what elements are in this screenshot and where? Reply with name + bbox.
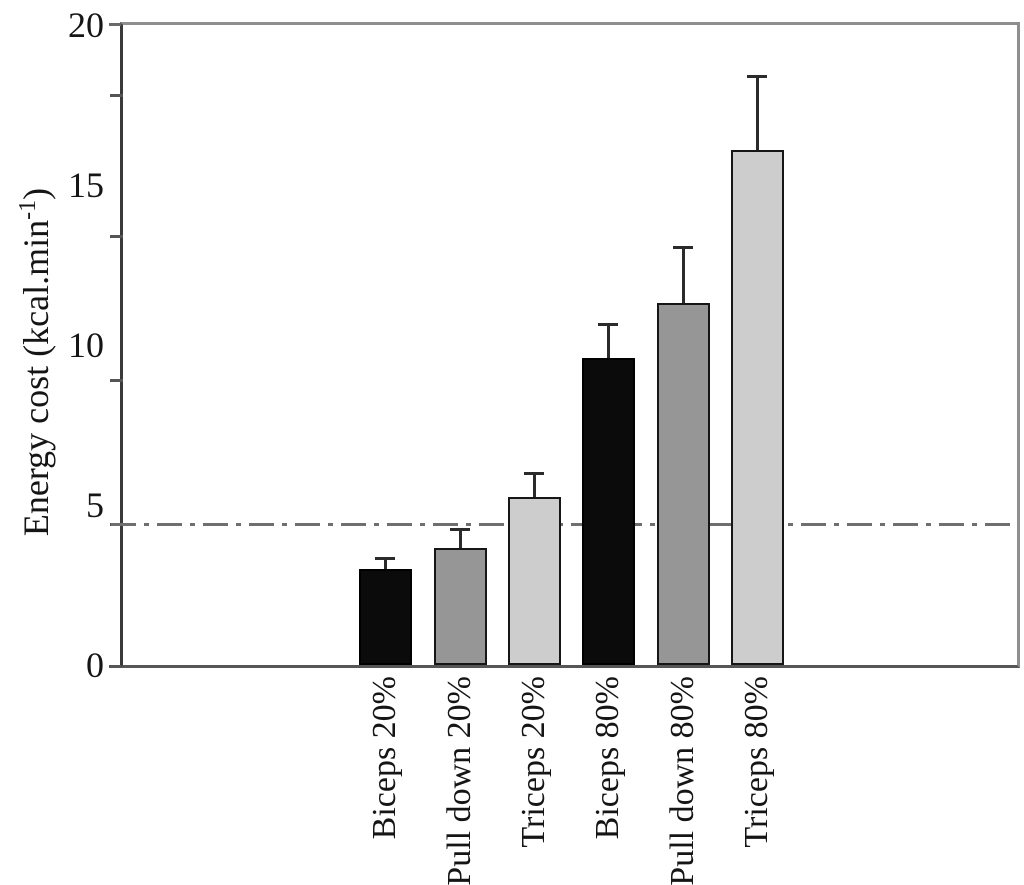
plot-area [120,22,1020,668]
y-minor-tick-17.8 [110,94,123,98]
reference-dashed-line [111,523,1017,527]
bar-triceps-20 [507,497,561,665]
y-tick-label-15: 15 [68,165,104,205]
x-axis-label-biceps-20: Biceps 20% [366,676,403,840]
y-tick-label-5: 5 [86,485,104,525]
error-bar-stem-biceps-20 [384,557,387,569]
y-axis-tick-max [109,23,121,26]
bar-triceps-80 [730,149,784,665]
bar-biceps-20 [358,569,412,665]
error-bar-cap-pull-down-20 [450,528,470,531]
y-tick-label-10: 10 [68,325,104,365]
y-minor-tick-13.4 [110,235,123,239]
error-bar-cap-biceps-80 [598,323,618,327]
x-axis-label-biceps-80: Biceps 80% [589,676,626,840]
error-bar-stem-biceps-80 [607,324,610,358]
error-bar-stem-triceps-20 [533,473,536,497]
bar-biceps-80 [581,357,635,665]
x-axis-label-pull-down-20: Pull down 20% [441,676,478,885]
y-tick-label-0: 0 [86,645,104,685]
y-tick-label-20: 20 [68,5,104,45]
y-axis-tick-zero [109,665,121,668]
error-bar-cap-triceps-20 [524,472,544,475]
x-axis-label-triceps-80: Triceps 80% [738,676,775,848]
error-bar-cap-pull-down-80 [673,246,693,250]
x-axis-label-triceps-20: Triceps 20% [515,676,552,848]
bar-pull-down-20 [433,548,487,665]
error-bar-cap-biceps-20 [375,556,395,560]
error-bar-stem-pull-down-20 [459,529,462,549]
y-minor-tick-8.9 [110,379,123,383]
bar-pull-down-80 [656,303,710,665]
x-axis-label-pull-down-80: Pull down 80% [664,676,701,885]
error-bar-stem-triceps-80 [756,76,759,150]
error-bar-stem-pull-down-80 [682,247,685,304]
error-bar-cap-triceps-80 [747,75,767,79]
